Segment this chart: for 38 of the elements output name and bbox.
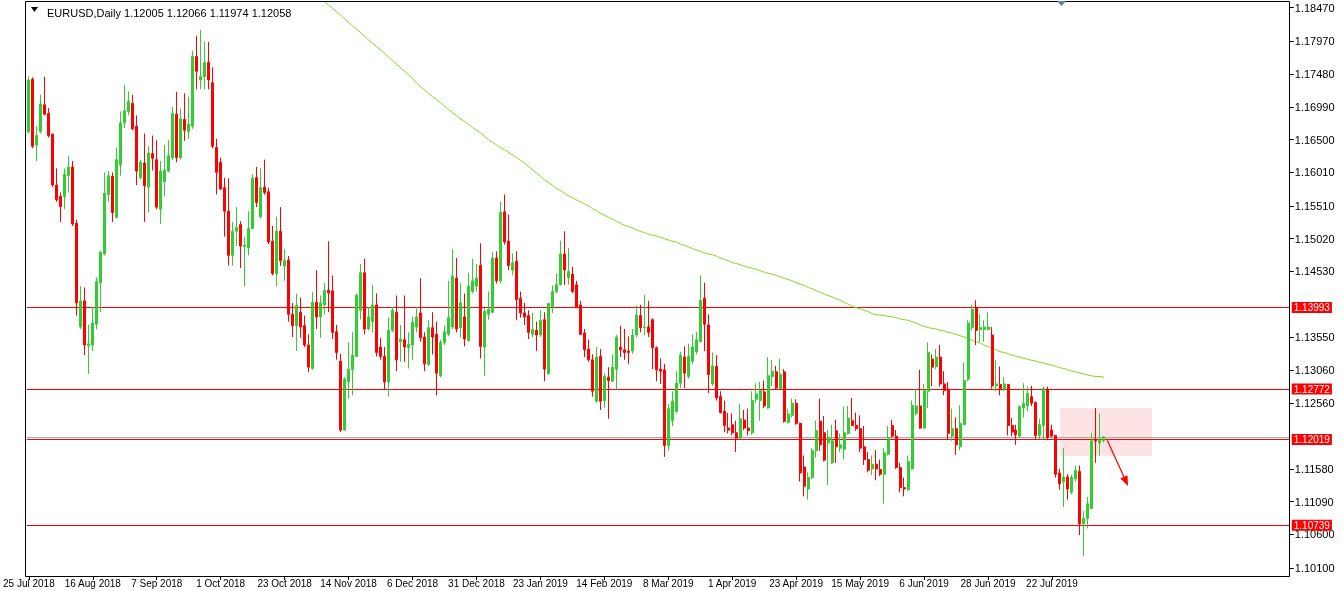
ref-line-label: 1.12772 [1293,383,1331,395]
y-tick-label: 1.12560 [1294,397,1335,410]
y-tick-label: 1.11580 [1294,462,1334,475]
y-tick-label: 1.10100 [1294,561,1335,574]
y-tick-label: 1.18470 [1294,1,1335,14]
y-tick-label: 1.10600 [1294,528,1335,541]
x-tick-label: 22 Jul 2019 [1026,577,1079,589]
x-tick-label: 8 Mar 2019 [643,577,695,589]
x-tick-label: 23 Oct 2018 [257,577,313,589]
x-tick-label: 6 Jun 2019 [899,577,950,589]
y-tick-label: 1.16010 [1294,166,1335,179]
x-tick-label: 1 Oct 2018 [196,577,246,589]
x-tick-label: 14 Feb 2019 [576,577,633,589]
x-tick-label: 23 Apr 2019 [769,577,824,589]
x-tick-label: 31 Dec 2018 [448,577,506,589]
x-tick-label: 15 May 2019 [831,577,890,589]
x-tick-label: 25 Jul 2018 [2,577,56,589]
y-tick-label: 1.16500 [1294,133,1335,146]
x-tick-label: 28 Jun 2019 [960,577,1016,589]
y-tick-label: 1.13550 [1294,331,1335,344]
x-tick-label: 1 Apr 2019 [708,577,757,589]
y-tick-label: 1.14530 [1294,265,1335,278]
x-tick-label: 23 Jan 2019 [512,577,569,589]
y-tick-label: 1.15510 [1294,199,1335,212]
y-tick-label: 1.13060 [1294,363,1335,376]
text: EURUSD,Daily 1.12005 1.12066 1.11974 1.12058 [47,6,292,19]
x-tick-label: 6 Dec 2018 [386,577,439,589]
x-tick-label: 14 Nov 2018 [320,577,378,589]
ref-line-label: 1.10739 [1293,519,1331,531]
ref-line-label: 1.13993 [1293,301,1331,313]
y-tick-label: 1.16990 [1294,100,1335,113]
ref-line-label: 1.12019 [1293,434,1331,446]
y-tick-label: 1.15020 [1294,232,1335,245]
y-tick-label: 1.17480 [1294,67,1335,80]
y-tick-label: 1.11090 [1294,495,1334,508]
x-tick-label: 16 Aug 2018 [64,577,122,589]
x-tick-label: 7 Sep 2018 [131,577,183,589]
y-tick-label: 1.17970 [1294,35,1335,48]
